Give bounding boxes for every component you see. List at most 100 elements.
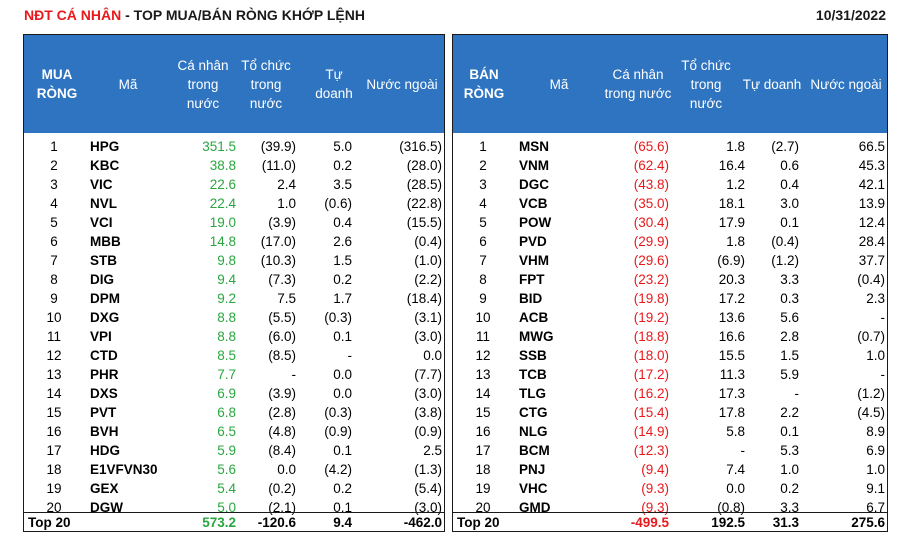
cell-code: VPI: [90, 329, 112, 344]
total-foreign: 275.6: [851, 515, 885, 530]
cell-institution: 1.0: [277, 196, 296, 211]
cell-code: GEX: [90, 481, 119, 496]
cell-rank: 7: [50, 253, 58, 268]
table-row: 6 PVD (29.9) 1.8 (0.4) 28.4: [453, 232, 887, 251]
cell-institution: 18.1: [718, 196, 745, 211]
cell-individual: (23.2): [633, 272, 669, 287]
cell-rank: 12: [475, 348, 491, 363]
cell-foreign: (0.4): [857, 272, 885, 287]
cell-code: BCM: [519, 443, 550, 458]
cell-code: MWG: [519, 329, 554, 344]
cell-foreign: (4.5): [857, 405, 885, 420]
cell-institution: 0.0: [277, 462, 296, 477]
cell-rank: 3: [50, 177, 58, 192]
cell-foreign: 2.3: [866, 291, 885, 306]
table-row: 7 VHM (29.6) (6.9) (1.2) 37.7: [453, 251, 887, 270]
cell-proprietary: 2.6: [333, 234, 352, 249]
cell-code: FPT: [519, 272, 545, 287]
cell-individual: (16.2): [633, 386, 669, 401]
cell-institution: (0.8): [717, 500, 745, 515]
cell-foreign: (3.0): [414, 386, 442, 401]
cell-code: VHC: [519, 481, 548, 496]
cell-individual: 5.0: [217, 500, 236, 515]
table-row: 9 BID (19.8) 17.2 0.3 2.3: [453, 289, 887, 308]
col-header-net-buy: MUA RÒNG: [36, 67, 78, 101]
report-title-accent: NĐT CÁ NHÂN: [24, 7, 122, 23]
cell-individual: 9.4: [217, 272, 236, 287]
cell-proprietary: 0.1: [780, 215, 799, 230]
total-foreign: -462.0: [403, 515, 442, 530]
cell-code: MBB: [90, 234, 121, 249]
cell-foreign: (0.7): [857, 329, 885, 344]
cell-individual: 8.5: [217, 348, 236, 363]
cell-foreign: (28.0): [406, 158, 442, 173]
cell-foreign: 28.4: [858, 234, 885, 249]
cell-rank: 12: [46, 348, 62, 363]
cell-individual: 5.9: [217, 443, 236, 458]
col-header-institution: Tổ chức trong nước: [681, 57, 731, 111]
cell-individual: (62.4): [633, 158, 669, 173]
cell-rank: 10: [475, 310, 491, 325]
cell-code: VCI: [90, 215, 113, 230]
cell-code: DXG: [90, 310, 120, 325]
net-buy-table: MUA RÒNG Mã Cá nhân trong nước Tổ chức t…: [23, 34, 445, 532]
cell-rank: 6: [50, 234, 58, 249]
cell-code: PNJ: [519, 462, 546, 477]
cell-institution: -: [740, 443, 746, 458]
cell-foreign: 0.0: [423, 348, 442, 363]
cell-institution: 13.6: [718, 310, 745, 325]
cell-rank: 13: [46, 367, 62, 382]
cell-institution: 11.3: [719, 367, 745, 382]
cell-proprietary: (0.4): [771, 234, 799, 249]
table-row: 15 PVT 6.8 (2.8) (0.3) (3.8): [24, 403, 444, 422]
cell-institution: 1.2: [726, 177, 745, 192]
cell-individual: 5.6: [217, 462, 236, 477]
cell-rank: 20: [475, 500, 491, 515]
cell-individual: (19.8): [633, 291, 669, 306]
cell-institution: (7.3): [268, 272, 296, 287]
cell-individual: 19.0: [209, 215, 236, 230]
table-row: 8 FPT (23.2) 20.3 3.3 (0.4): [453, 270, 887, 289]
cell-institution: 17.8: [718, 405, 745, 420]
table-row: 14 DXS 6.9 (3.9) 0.0 (3.0): [24, 384, 444, 403]
cell-foreign: (5.4): [414, 481, 442, 496]
cell-proprietary: 5.3: [780, 443, 799, 458]
cell-foreign: (3.1): [414, 310, 442, 325]
cell-proprietary: 0.2: [333, 481, 352, 496]
cell-proprietary: (0.3): [324, 405, 352, 420]
table-row: 18 E1VFVN30 5.6 0.0 (4.2) (1.3): [24, 460, 444, 479]
cell-proprietary: -: [794, 386, 800, 401]
cell-foreign: 42.1: [858, 177, 885, 192]
cell-foreign: 37.7: [858, 253, 885, 268]
cell-individual: (19.2): [633, 310, 669, 325]
cell-institution: (4.8): [268, 424, 296, 439]
col-header-individual: Cá nhân trong nước: [604, 67, 672, 101]
cell-foreign: (28.5): [406, 177, 442, 192]
cell-institution: (17.0): [260, 234, 296, 249]
cell-code: DIG: [90, 272, 115, 287]
table-row: 4 VCB (35.0) 18.1 3.0 13.9: [453, 194, 887, 213]
cell-proprietary: -: [347, 348, 353, 363]
cell-rank: 6: [479, 234, 487, 249]
cell-individual: (17.2): [633, 367, 669, 382]
cell-foreign: (3.0): [414, 500, 442, 515]
cell-institution: 1.8: [726, 139, 745, 154]
cell-code: VCB: [519, 196, 548, 211]
table-row: 11 VPI 8.8 (6.0) 0.1 (3.0): [24, 327, 444, 346]
cell-rank: 17: [46, 443, 62, 458]
table-row: 3 DGC (43.8) 1.2 0.4 42.1: [453, 175, 887, 194]
cell-proprietary: (0.3): [324, 310, 352, 325]
cell-code: VNM: [519, 158, 549, 173]
cell-proprietary: 1.7: [333, 291, 352, 306]
cell-institution: (3.9): [268, 215, 296, 230]
cell-proprietary: 0.4: [333, 215, 352, 230]
cell-proprietary: 0.1: [780, 424, 799, 439]
cell-proprietary: 0.6: [780, 158, 799, 173]
report-title: - TOP MUA/BÁN RÒNG KHỚP LỆNH: [121, 7, 365, 23]
cell-code: DGC: [519, 177, 549, 192]
cell-code: PVD: [519, 234, 547, 249]
cell-individual: 6.5: [217, 424, 236, 439]
total-individual: 573.2: [202, 515, 236, 530]
cell-foreign: 45.3: [858, 158, 885, 173]
table-row: 1 HPG 351.5 (39.9) 5.0 (316.5): [24, 137, 444, 156]
